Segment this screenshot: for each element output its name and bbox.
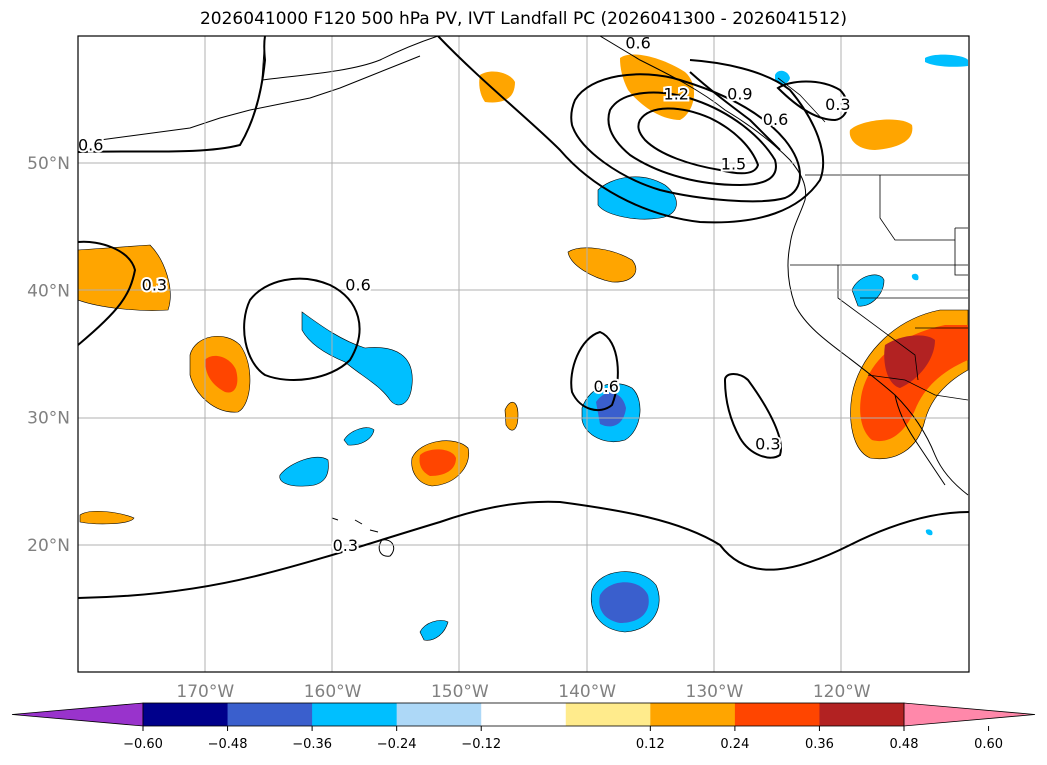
- colorbar-segment: [565, 703, 651, 726]
- pv-positive-blob: [504, 402, 519, 431]
- aleutian-islands: [99, 55, 421, 141]
- pv-negative-blob: [279, 456, 329, 487]
- pv-negative-blob: [599, 582, 649, 623]
- colorbar-tick-label: −0.12: [461, 737, 501, 752]
- pv-positive-blob: [205, 355, 238, 393]
- pv-positive-blob: [479, 71, 515, 103]
- pv-negative-blob: [925, 529, 933, 536]
- lon-tick-label: 130°W: [686, 682, 744, 702]
- pv-positive-blob: [884, 335, 935, 388]
- map-content: 0.6 0.3 0.6 0.3 0.6 0.3 0.6 1.2 0.9 1.5 0.6 0.3: [78, 34, 969, 672]
- contour-label: 0.9: [727, 85, 752, 104]
- ivt-contour: [723, 373, 782, 459]
- pv-negative-blob: [343, 427, 375, 446]
- ivt-contour: [776, 80, 849, 122]
- colorbar-tick-label: −0.24: [377, 737, 417, 752]
- contour-label: 0.3: [825, 95, 850, 114]
- lat-tick-label: 20°N: [27, 536, 70, 556]
- colorbar-segment: [396, 703, 482, 726]
- contour-label: 0.3: [333, 536, 358, 555]
- ivt-contour: [243, 277, 361, 381]
- colorbar-segment: [734, 703, 820, 726]
- pv-positive-blob: [78, 244, 171, 311]
- contour-label: 0.3: [755, 434, 780, 453]
- colorbar-tick-label: 0.12: [636, 737, 665, 752]
- pv-positive-blob: [419, 449, 456, 476]
- lon-tick-label: 120°W: [813, 682, 871, 702]
- colorbar-tick-label: −0.48: [208, 737, 248, 752]
- map-border: [77, 35, 970, 673]
- state-boundary: [879, 175, 955, 241]
- longitude-labels: 170°W 160°W 150°W 140°W 130°W 120°W: [176, 682, 870, 702]
- pv-positive-blob: [849, 119, 913, 150]
- baja-peninsula: [894, 394, 946, 486]
- pv-positive-blob: [79, 510, 135, 525]
- colorbar-tick-label: 0.60: [974, 737, 1003, 752]
- contour-label: 0.6: [763, 110, 788, 129]
- lat-tick-label: 30°N: [27, 409, 70, 429]
- ivt-contour: [607, 91, 777, 187]
- lat-tick-label: 50°N: [27, 154, 70, 174]
- lon-tick-label: 160°W: [304, 682, 362, 702]
- colorbar-tick-label: 0.24: [720, 737, 749, 752]
- colorbar-segment: [227, 703, 313, 726]
- colorbar-extend-min: [11, 702, 144, 727]
- ivt-contour: [437, 36, 825, 224]
- ivt-contour: [78, 500, 969, 599]
- contour-label: 0.6: [625, 34, 650, 53]
- ivt-contour: [570, 73, 801, 203]
- contour-label: 0.6: [594, 377, 619, 396]
- lat-tick-label: 40°N: [27, 281, 70, 301]
- pv-negative-blob: [925, 54, 968, 67]
- colorbar-tick-label: −0.60: [123, 737, 163, 752]
- colorbar-extend-max: [903, 702, 1036, 727]
- ivt-contour: [78, 36, 267, 153]
- pacific-northwest-coast: [599, 36, 969, 496]
- contour-label: 1.5: [721, 155, 746, 174]
- pv-positive-blob: [567, 247, 637, 283]
- colorbar-tick-label: 0.48: [890, 737, 919, 752]
- ivt-contour: [689, 71, 781, 151]
- alaska-coastline: [261, 36, 439, 81]
- ivt-contour: [570, 330, 619, 412]
- hawaii-islands: [331, 517, 395, 557]
- colorbar-segment: [481, 703, 567, 726]
- map-title: 2026041000 F120 500 hPa PV, IVT Landfall…: [199, 9, 847, 29]
- map-grid: [78, 36, 969, 672]
- ivt-contour: [78, 240, 137, 346]
- latitude-labels: 20°N 30°N 40°N 50°N: [27, 154, 70, 556]
- colorbar-segment: [650, 703, 736, 726]
- colorbar-tick-label: −0.36: [292, 737, 332, 752]
- lon-tick-label: 140°W: [558, 682, 616, 702]
- state-boundary: [954, 227, 968, 276]
- contour-labels: 0.6 0.3 0.6 0.3 0.6 0.3 0.6 1.2 0.9 1.5 0.6 0.3: [78, 34, 853, 557]
- pv-negative-blob: [911, 273, 919, 281]
- colorbar-segment: [819, 703, 905, 726]
- colorbar-segment: [143, 703, 229, 726]
- ivt-contour: [637, 107, 760, 175]
- ivt-contours: [78, 36, 969, 599]
- colorbar-segment: [312, 703, 398, 726]
- contour-label: 1.2: [664, 85, 689, 104]
- colorbar: −0.60 −0.48 −0.36 −0.24 −0.12 0.12 0.24 0.36 0.4…: [11, 702, 1036, 752]
- mexico-border: [867, 374, 969, 401]
- coastlines: [99, 36, 969, 557]
- contour-label: 0.3: [142, 275, 167, 294]
- colorbar-outline: [142, 702, 905, 727]
- lon-tick-label: 170°W: [176, 682, 234, 702]
- contour-label: 0.6: [345, 275, 370, 294]
- pv-positive-blob: [620, 54, 695, 120]
- pv-negative-blob: [775, 70, 790, 85]
- pv-negative-blob: [419, 620, 449, 641]
- state-boundary: [837, 265, 919, 381]
- lon-tick-label: 150°W: [431, 682, 489, 702]
- contour-label: 0.6: [78, 135, 103, 154]
- colorbar-tick-label: 0.36: [805, 737, 834, 752]
